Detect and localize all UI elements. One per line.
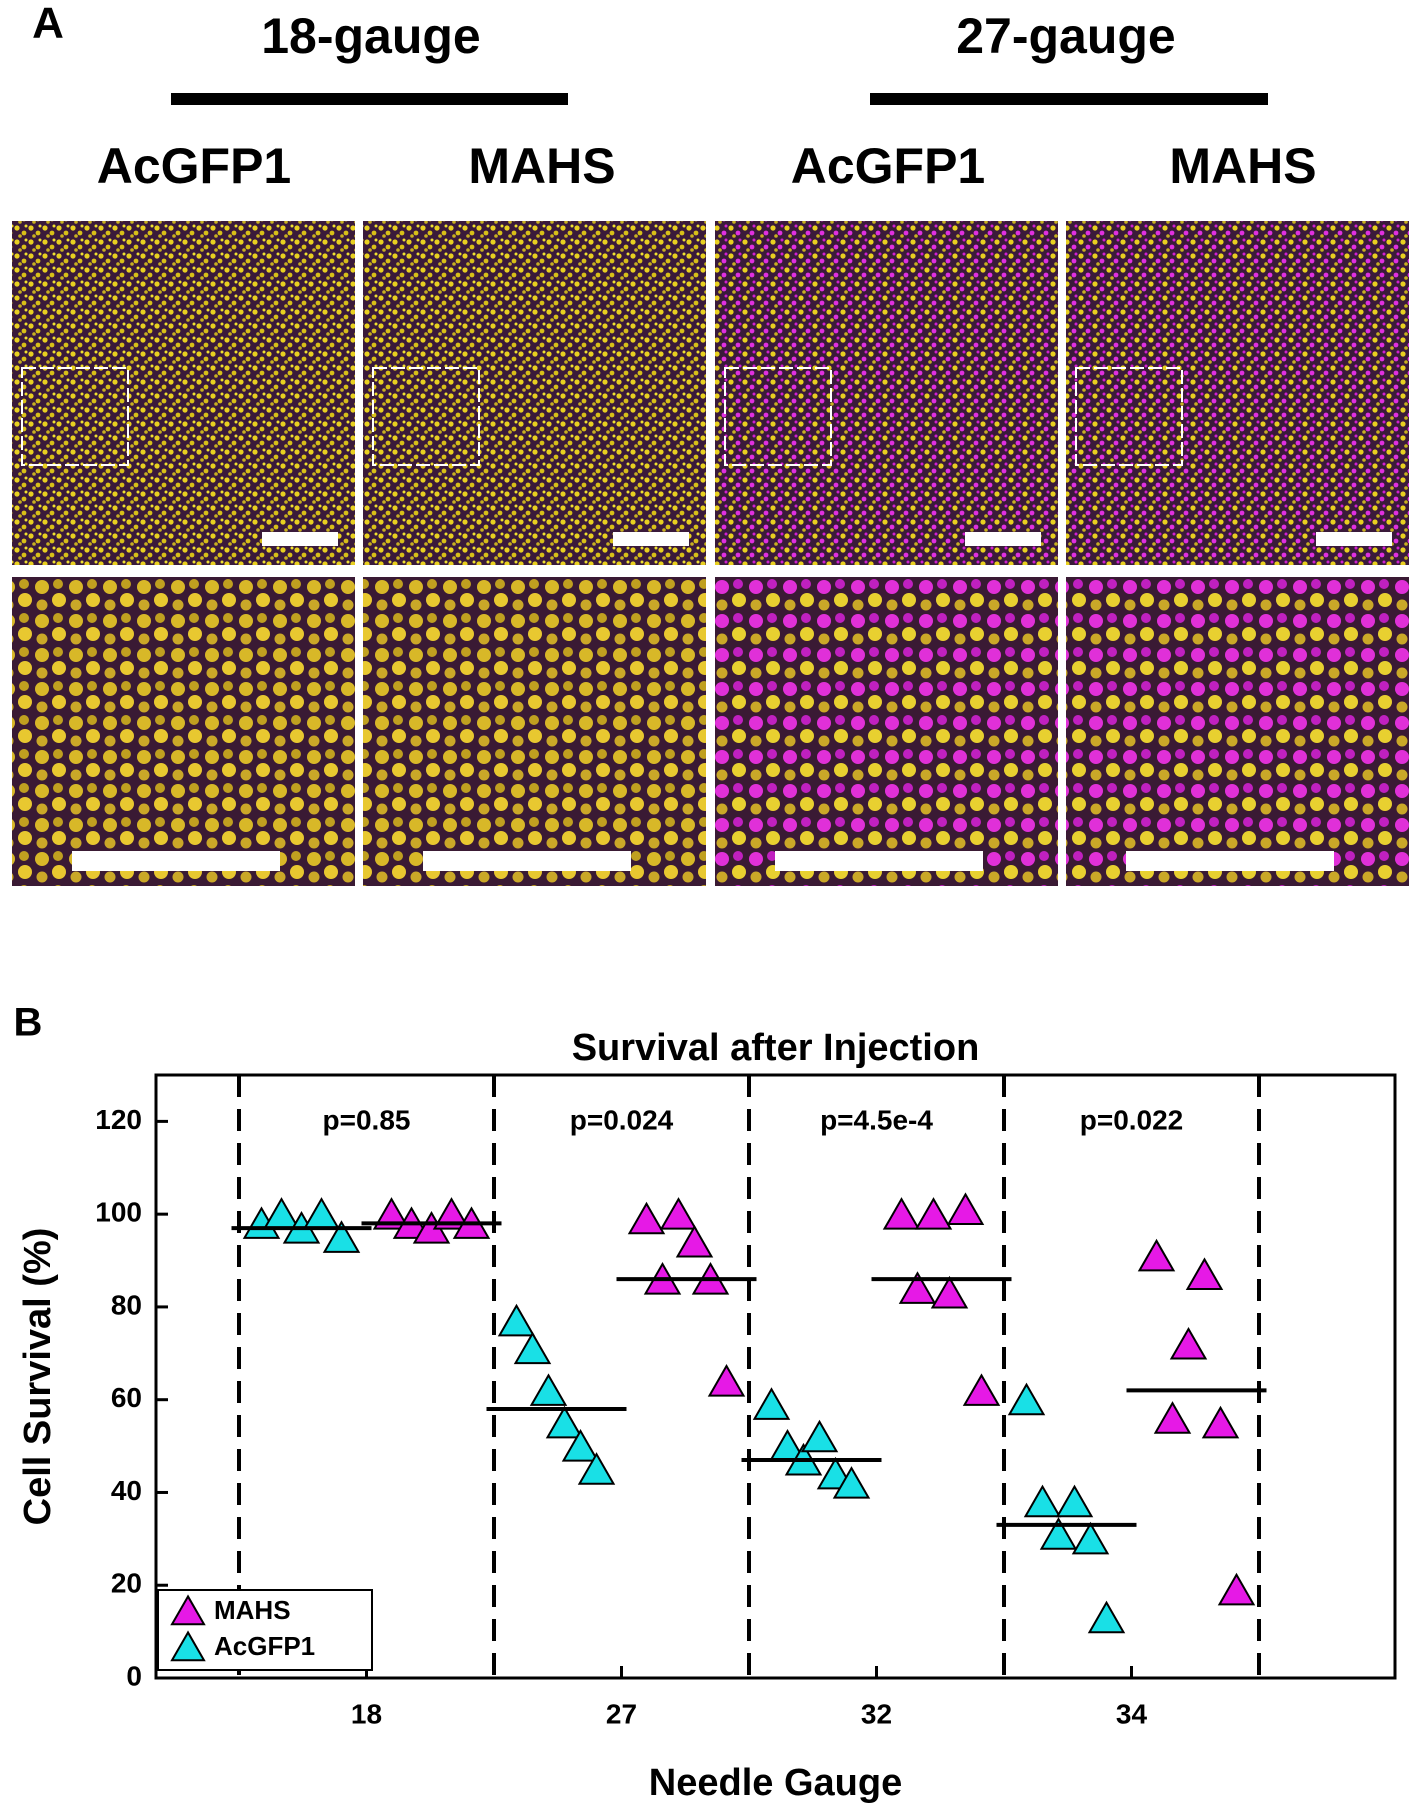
y-tick-label: 60 bbox=[111, 1382, 142, 1413]
x-tick-label: 34 bbox=[1116, 1698, 1148, 1729]
micrograph-zoom bbox=[12, 577, 355, 886]
column-label: MAHS bbox=[1169, 138, 1316, 194]
panel-label: B bbox=[14, 1001, 43, 1045]
column-label: AcGFP1 bbox=[97, 138, 292, 194]
scale-bar bbox=[613, 532, 689, 546]
zoom-box bbox=[1075, 367, 1183, 466]
data-point bbox=[529, 1373, 568, 1406]
y-tick-label: 40 bbox=[111, 1475, 142, 1506]
data-point bbox=[962, 1373, 1001, 1406]
data-point bbox=[1137, 1238, 1176, 1272]
y-tick-label: 80 bbox=[111, 1289, 142, 1320]
chart: B Survival after Injection Needle Gauge Cel… bbox=[14, 1001, 1397, 1804]
data-point bbox=[513, 1331, 552, 1365]
legend-marker bbox=[170, 1630, 206, 1662]
panel-label: A bbox=[32, 0, 64, 48]
zoom-box bbox=[372, 367, 480, 466]
scale-bar bbox=[775, 851, 983, 871]
legend-label: AcGFP1 bbox=[214, 1631, 315, 1661]
column-label: AcGFP1 bbox=[791, 138, 986, 194]
group-label: 27-gauge bbox=[956, 8, 1176, 64]
y-tick-label: 100 bbox=[95, 1197, 142, 1228]
data-point bbox=[882, 1197, 921, 1230]
micrograph-zoom bbox=[1066, 577, 1409, 886]
data-point bbox=[497, 1303, 536, 1337]
y-tick-label: 120 bbox=[95, 1104, 142, 1135]
data-point bbox=[322, 1220, 361, 1253]
x-tick-label: 32 bbox=[861, 1698, 892, 1729]
annotation: p=0.85 bbox=[323, 1104, 411, 1135]
data-point bbox=[675, 1224, 714, 1258]
data-point bbox=[914, 1197, 953, 1230]
annotation: p=4.5e-4 bbox=[820, 1104, 933, 1135]
chart-title: Survival after Injection bbox=[572, 1027, 980, 1069]
annotation: p=0.024 bbox=[570, 1104, 674, 1135]
x-axis-label: Needle Gauge bbox=[649, 1762, 902, 1804]
y-tick-label: 20 bbox=[111, 1568, 142, 1599]
data-point bbox=[1007, 1382, 1046, 1416]
data-point bbox=[832, 1466, 871, 1499]
group-label: 18-gauge bbox=[261, 8, 481, 64]
data-point bbox=[1217, 1572, 1256, 1606]
data-point bbox=[800, 1419, 839, 1453]
micrograph bbox=[12, 221, 355, 565]
scale-bar bbox=[262, 532, 338, 546]
scale-bar bbox=[72, 851, 280, 871]
data-point bbox=[627, 1201, 666, 1235]
x-tick-label: 27 bbox=[606, 1698, 637, 1729]
data-point bbox=[262, 1197, 301, 1230]
data-point bbox=[707, 1364, 746, 1397]
scale-bar bbox=[965, 532, 1041, 546]
y-axis-label: Cell Survival (%) bbox=[17, 1228, 59, 1526]
zoom-box bbox=[21, 367, 129, 466]
x-tick-label: 18 bbox=[351, 1698, 382, 1729]
micrograph bbox=[1066, 221, 1409, 565]
data-point bbox=[1185, 1257, 1224, 1290]
y-tick-label: 0 bbox=[126, 1660, 142, 1691]
data-point bbox=[432, 1197, 471, 1230]
column-label: MAHS bbox=[468, 138, 615, 194]
zoom-box bbox=[724, 367, 832, 466]
data-point bbox=[302, 1197, 341, 1230]
micrograph bbox=[363, 221, 706, 565]
legend-marker bbox=[170, 1594, 206, 1626]
axes-frame bbox=[154, 1073, 1397, 1680]
annotation: p=0.022 bbox=[1080, 1104, 1184, 1135]
data-point bbox=[545, 1405, 584, 1439]
micrograph-zoom bbox=[363, 577, 706, 886]
data-point bbox=[898, 1271, 937, 1304]
data-point bbox=[372, 1197, 411, 1230]
data-point bbox=[752, 1387, 791, 1420]
scale-bar bbox=[1316, 532, 1392, 546]
scale-bar bbox=[1126, 851, 1334, 871]
group-bar bbox=[171, 93, 568, 105]
data-point bbox=[659, 1197, 698, 1230]
data-point bbox=[1055, 1484, 1094, 1518]
data-point bbox=[930, 1275, 969, 1309]
group-bar bbox=[870, 93, 1268, 105]
data-point bbox=[1153, 1401, 1192, 1434]
data-point bbox=[577, 1452, 616, 1485]
data-point bbox=[1039, 1517, 1078, 1550]
data-point bbox=[1023, 1484, 1062, 1518]
data-point bbox=[1087, 1600, 1126, 1634]
data-point bbox=[1169, 1326, 1208, 1360]
scale-bar bbox=[423, 851, 631, 871]
data-point bbox=[1201, 1405, 1240, 1439]
micrograph bbox=[715, 221, 1058, 565]
micrographs bbox=[12, 221, 1409, 886]
data-point bbox=[561, 1428, 600, 1462]
legend-label: MAHS bbox=[214, 1595, 291, 1625]
data-point bbox=[1071, 1521, 1110, 1555]
micrograph-zoom bbox=[715, 577, 1058, 886]
data-point bbox=[946, 1192, 985, 1226]
